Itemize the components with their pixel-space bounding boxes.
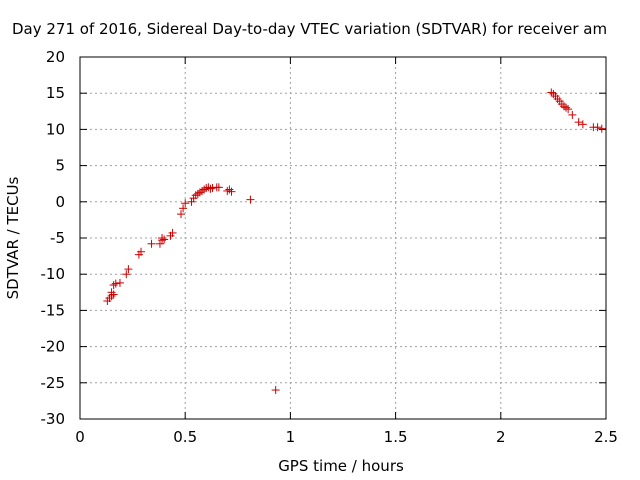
data-point bbox=[158, 234, 167, 242]
y-tick-label: 10 bbox=[46, 120, 65, 138]
data-point bbox=[597, 124, 606, 133]
data-point bbox=[122, 270, 131, 279]
plot-frame bbox=[79, 56, 607, 420]
data-point bbox=[198, 186, 207, 195]
data-point bbox=[181, 199, 190, 208]
data-point bbox=[578, 120, 587, 129]
x-tick-label: 2.5 bbox=[594, 428, 618, 446]
y-tick-label: -10 bbox=[41, 265, 66, 283]
data-point bbox=[191, 191, 200, 200]
x-tick-label: 0.5 bbox=[173, 428, 197, 446]
data-point bbox=[111, 279, 120, 288]
data-point bbox=[568, 110, 577, 119]
data-point bbox=[225, 185, 234, 194]
y-tick-label: -25 bbox=[41, 374, 66, 392]
data-point bbox=[137, 247, 146, 256]
data-point bbox=[147, 239, 156, 248]
data-point bbox=[574, 118, 583, 127]
data-point bbox=[214, 183, 223, 192]
data-point bbox=[593, 123, 602, 132]
chart-title: Day 271 of 2016, Sidereal Day-to-day VTE… bbox=[12, 20, 608, 38]
data-point bbox=[559, 102, 568, 111]
x-tick-label: 1 bbox=[286, 428, 296, 446]
y-tick-label: 20 bbox=[46, 48, 65, 66]
data-point bbox=[564, 105, 573, 114]
data-point bbox=[562, 103, 571, 112]
data-point bbox=[246, 195, 255, 204]
x-axis-label: GPS time / hours bbox=[278, 457, 404, 475]
data-point bbox=[208, 184, 217, 193]
data-point bbox=[109, 290, 118, 299]
data-points bbox=[103, 88, 606, 395]
x-tick-label: 2 bbox=[496, 428, 506, 446]
y-tick-label: 0 bbox=[55, 193, 65, 211]
y-tick-label: -20 bbox=[41, 338, 66, 356]
y-axis-label: SDTVAR / TECUs bbox=[4, 176, 22, 299]
y-tick-label: -5 bbox=[50, 229, 65, 247]
data-point bbox=[193, 189, 202, 198]
data-point bbox=[155, 239, 164, 248]
y-tick-label: 15 bbox=[46, 84, 65, 102]
data-point bbox=[195, 188, 204, 197]
data-point bbox=[168, 228, 177, 237]
grid-lines bbox=[80, 57, 606, 419]
x-tick-labels: 0 0.5 1 1.5 2 2.5 bbox=[75, 428, 618, 446]
y-tick-label: -15 bbox=[41, 301, 66, 319]
data-point bbox=[547, 88, 556, 97]
x-tick-label: 0 bbox=[75, 428, 85, 446]
y-tick-label: 5 bbox=[55, 157, 65, 175]
data-point bbox=[107, 288, 116, 297]
data-point bbox=[179, 204, 188, 213]
data-point bbox=[109, 281, 118, 290]
data-point bbox=[223, 186, 232, 195]
x-tick-label: 1.5 bbox=[384, 428, 408, 446]
data-point bbox=[204, 183, 213, 192]
data-point bbox=[187, 197, 196, 206]
data-point bbox=[124, 265, 133, 274]
data-point bbox=[160, 235, 169, 244]
data-point bbox=[271, 386, 280, 395]
data-point bbox=[200, 185, 209, 194]
data-point bbox=[206, 184, 215, 193]
y-tick-labels: -30 -25 -20 -15 -10 -5 0 5 10 15 20 bbox=[41, 48, 66, 428]
plot-border bbox=[79, 56, 607, 420]
data-point bbox=[549, 89, 558, 98]
data-point bbox=[227, 187, 236, 196]
data-point bbox=[176, 210, 185, 219]
y-tick-label: -30 bbox=[41, 410, 66, 428]
data-point bbox=[115, 278, 124, 287]
